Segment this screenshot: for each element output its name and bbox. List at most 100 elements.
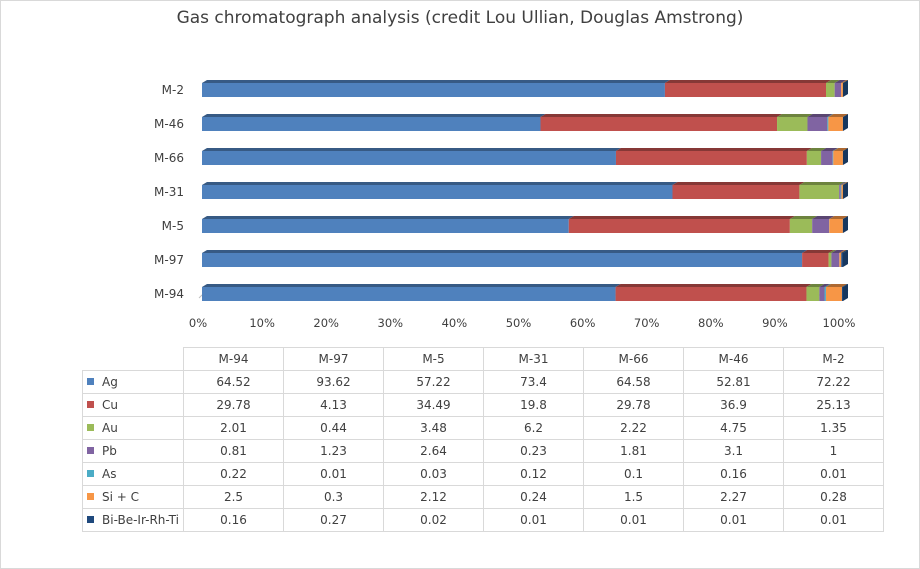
x-tick-label: 80%	[698, 316, 724, 330]
bar-end-cap	[843, 182, 848, 199]
bar-segment-top	[807, 114, 833, 117]
bar-segment	[202, 185, 673, 199]
table-cell-value: 0.81	[183, 439, 284, 463]
table-cell-value: 1.35	[783, 416, 884, 440]
table-row: Si + C 2.5 0.3 2.12 0.24 1.5 2.27 0.28	[82, 485, 884, 509]
table-cell-value: 4.75	[683, 416, 784, 440]
bar-segment-top	[824, 284, 831, 287]
x-tick-label: 0%	[189, 316, 207, 330]
category-label: M-46	[154, 117, 184, 131]
bar-end-cap	[843, 80, 848, 97]
bar-segment	[839, 185, 841, 199]
legend-entry: As	[82, 462, 184, 486]
bar-segment	[831, 253, 840, 267]
table-cell-value: 0.02	[383, 508, 484, 532]
bar-segment	[202, 253, 803, 267]
table-cell-value: 0.27	[283, 508, 384, 532]
table-cell-value: 0.16	[683, 462, 784, 486]
table-cell-value: 0.03	[383, 462, 484, 486]
table-cell-value: 2.22	[583, 416, 684, 440]
table-cell-value: 72.22	[783, 370, 884, 394]
bar-segment	[834, 83, 842, 97]
table-cell-value: 64.52	[183, 370, 284, 394]
bar-segment-top	[841, 80, 848, 83]
table-cell-value: 2.12	[383, 485, 484, 509]
chart-plot: 0% 10% 20% 30% 40% 50% 60% 70% 80% 90% 100% M-94 M-9…	[154, 80, 856, 330]
legend-entry: Cu	[82, 393, 184, 417]
bar-segment-top	[202, 148, 621, 151]
table-cell-value: 0.01	[783, 462, 884, 486]
table-cell-value: 0.01	[283, 462, 384, 486]
bar-segment-top	[839, 182, 846, 185]
legend-label: As	[102, 467, 117, 481]
bar-segment	[807, 117, 828, 131]
bar-segment-top	[202, 250, 808, 253]
legend-swatch	[87, 378, 94, 385]
bar-segment	[777, 117, 808, 131]
bar-segment	[615, 151, 807, 165]
legend-swatch	[87, 424, 94, 431]
table-cell-value: 29.78	[583, 393, 684, 417]
bar-segment-top	[202, 284, 621, 287]
bar-segment-top	[789, 216, 818, 219]
bar-segment-top	[806, 284, 825, 287]
bar-segment-top	[540, 114, 783, 117]
table-row: Au 2.01 0.44 3.48 6.2 2.22 4.75 1.35	[82, 416, 884, 440]
table-column-header: M-31	[483, 347, 584, 371]
table-row: As 0.22 0.01 0.03 0.12 0.1 0.16 0.01	[82, 462, 884, 486]
table-cell-value: 19.8	[483, 393, 584, 417]
bar-segment-top	[202, 182, 678, 185]
legend-swatch	[87, 401, 94, 408]
legend-entry: Si + C	[82, 485, 184, 509]
bar-segment-top	[812, 216, 835, 219]
legend-entry: Bi-Be-Ir-Rh-Ti	[82, 508, 184, 532]
bar-segment	[789, 219, 813, 233]
legend-label: Cu	[102, 398, 118, 412]
bar-segment	[821, 151, 833, 165]
bar-segment	[799, 185, 840, 199]
x-tick-label: 70%	[634, 316, 660, 330]
bar-segment-top	[806, 148, 827, 151]
table-cell-value: 0.23	[483, 439, 584, 463]
bar-end-cap	[843, 284, 848, 301]
table-cell-value: 29.78	[183, 393, 284, 417]
x-tick-label: 90%	[762, 316, 788, 330]
bar-segment-top	[826, 80, 840, 83]
x-tick-label: 40%	[442, 316, 468, 330]
bar-segment	[819, 287, 825, 301]
table-cell-value: 6.2	[483, 416, 584, 440]
table-cell-value: 0.01	[783, 508, 884, 532]
bar-segment-top	[828, 250, 837, 253]
table-cell-value: 0.16	[183, 508, 284, 532]
table-row: Pb 0.81 1.23 2.64 0.23 1.81 3.1 1	[82, 439, 884, 463]
bar-segment	[202, 287, 616, 301]
bar-segment-top	[842, 114, 848, 117]
x-tick-label: 50%	[506, 316, 532, 330]
bar-segment-top	[841, 80, 847, 83]
table-cell-value: 93.62	[283, 370, 384, 394]
legend-swatch	[87, 447, 94, 454]
table-cell-value: 2.5	[183, 485, 284, 509]
bar-segment	[202, 219, 569, 233]
table-cell-value: 0.1	[583, 462, 684, 486]
table-column-header: M-66	[583, 347, 684, 371]
x-tick-label: 10%	[249, 316, 275, 330]
table-cell-value: 0.01	[483, 508, 584, 532]
legend-swatch	[87, 516, 94, 523]
legend-swatch	[87, 470, 94, 477]
chart-title: Gas chromatograph analysis (credit Lou U…	[176, 8, 744, 28]
bar-segment	[825, 287, 842, 301]
category-label: M-97	[154, 253, 184, 267]
bar-segment-top	[842, 148, 848, 151]
table-cell-value: 3.48	[383, 416, 484, 440]
table-cell-value: 64.58	[583, 370, 684, 394]
table-column-header: M-46	[683, 347, 784, 371]
bar-segment	[802, 253, 829, 267]
bar-segment	[828, 117, 843, 131]
category-label: M-31	[154, 185, 184, 199]
legend-label: Bi-Be-Ir-Rh-Ti	[102, 513, 179, 527]
table-corner	[82, 347, 184, 371]
bar-segment-top	[615, 284, 812, 287]
bar-segment	[812, 219, 830, 233]
table-cell-value: 2.27	[683, 485, 784, 509]
